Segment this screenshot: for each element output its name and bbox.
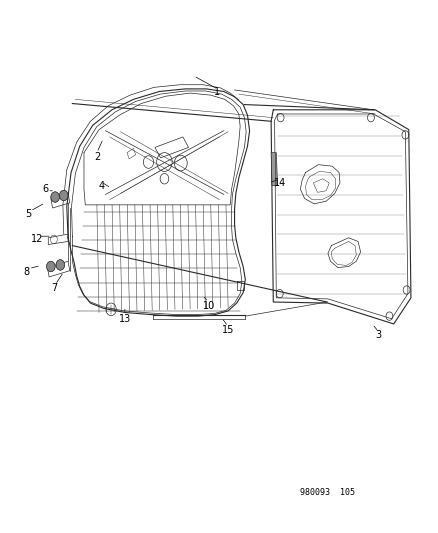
Text: 14: 14 bbox=[273, 178, 285, 188]
Text: 6: 6 bbox=[42, 184, 48, 194]
Circle shape bbox=[51, 192, 59, 202]
Text: 13: 13 bbox=[118, 314, 131, 324]
Circle shape bbox=[46, 261, 55, 272]
Text: 15: 15 bbox=[222, 325, 234, 335]
Text: 8: 8 bbox=[24, 266, 30, 277]
Text: 4: 4 bbox=[98, 181, 104, 190]
Text: 7: 7 bbox=[51, 284, 57, 294]
Text: 3: 3 bbox=[375, 330, 381, 341]
Text: 1: 1 bbox=[214, 86, 220, 96]
Circle shape bbox=[56, 260, 64, 270]
Polygon shape bbox=[271, 152, 277, 185]
Circle shape bbox=[59, 190, 68, 201]
Text: 5: 5 bbox=[25, 209, 31, 219]
Text: 12: 12 bbox=[30, 234, 43, 244]
Text: 980093  105: 980093 105 bbox=[299, 488, 354, 497]
Text: 10: 10 bbox=[202, 301, 214, 311]
Text: 2: 2 bbox=[94, 152, 100, 162]
